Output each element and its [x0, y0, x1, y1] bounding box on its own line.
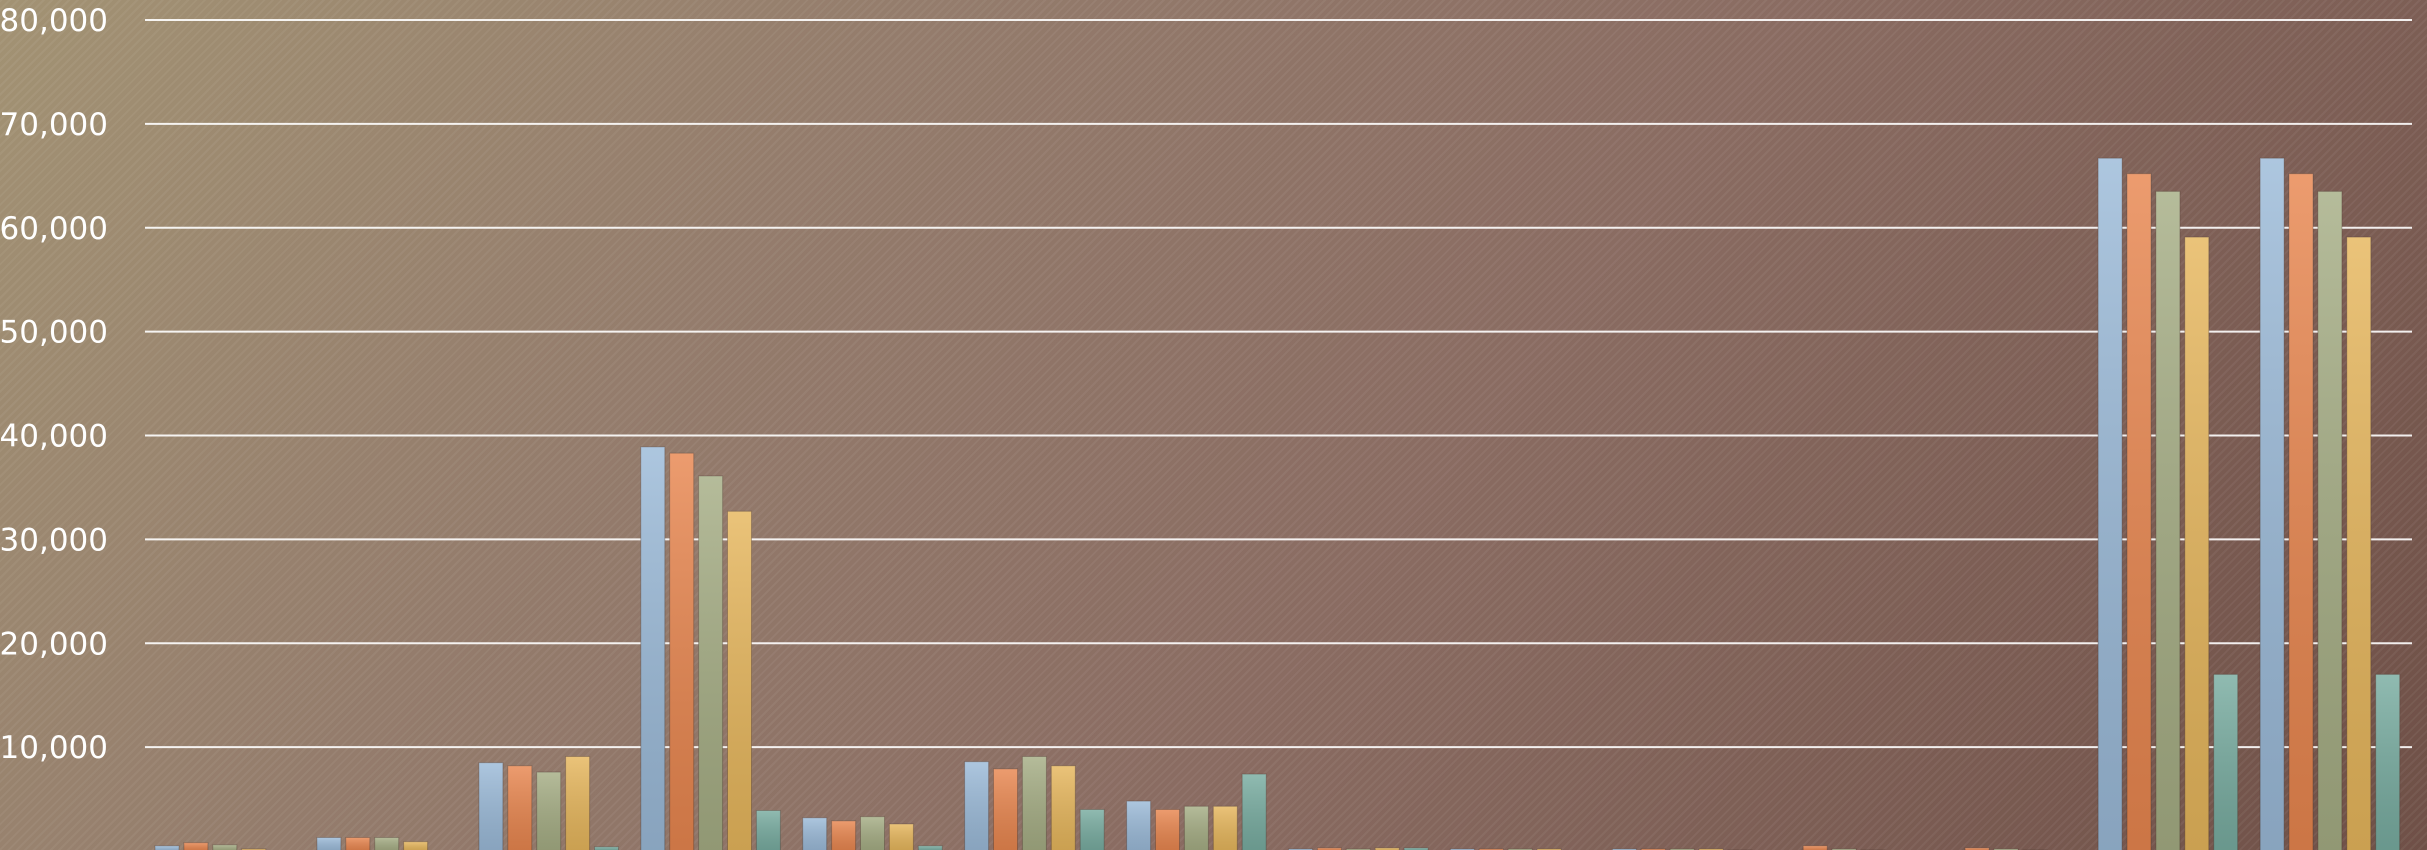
- bar-shading: [2213, 674, 2238, 850]
- y-axis-tick-labels: 10,000 20,000 30,000 40,000 50,000 60,000 70,0…: [0, 3, 108, 766]
- bar-shading: [889, 824, 914, 850]
- bar-shading: [1022, 756, 1047, 850]
- bar-shading: [918, 845, 943, 850]
- y-tick-label: 40,000: [0, 419, 108, 455]
- bar-shading: [594, 846, 619, 850]
- bar-shading: [478, 762, 503, 850]
- bar-shading: [1537, 848, 1562, 850]
- y-tick-label: 70,000: [0, 107, 108, 143]
- bar-shading: [1479, 848, 1504, 850]
- bar-shading: [2184, 237, 2209, 850]
- bar-shading: [2346, 237, 2371, 850]
- bar-shading: [1080, 809, 1105, 850]
- bar-shading: [316, 837, 341, 850]
- bar-shading: [212, 844, 237, 850]
- gridlines: [145, 19, 2412, 749]
- bar-shading: [536, 772, 561, 850]
- y-tick-label: 30,000: [0, 522, 108, 558]
- bar-shading: [1670, 848, 1695, 850]
- bar-shading: [698, 476, 723, 850]
- y-tick-label: 50,000: [0, 315, 108, 351]
- bar-shading: [345, 837, 370, 850]
- bar-shading: [1288, 848, 1313, 850]
- bar-shading: [1126, 801, 1151, 850]
- bar-shading: [802, 817, 827, 850]
- bar-shading: [507, 765, 532, 850]
- bar-shading: [993, 768, 1018, 850]
- bar-shading: [1155, 809, 1180, 850]
- bar-shading: [1612, 848, 1637, 850]
- bar-shading: [183, 842, 208, 850]
- y-tick-label: 10,000: [0, 730, 108, 766]
- bar-shading: [1317, 847, 1342, 850]
- y-tick-label: 60,000: [0, 211, 108, 247]
- bar-shading: [1803, 845, 1828, 850]
- bar-shading: [1375, 847, 1400, 850]
- bar-shading: [403, 841, 428, 850]
- y-tick-label: 20,000: [0, 626, 108, 662]
- bar-shading: [831, 820, 856, 850]
- bar-shading: [1242, 774, 1267, 850]
- bar-shading: [2289, 173, 2313, 850]
- y-tick-label: 80,000: [0, 3, 108, 39]
- bar-shading: [1404, 847, 1429, 850]
- bar-shading: [1184, 806, 1209, 850]
- bar-shading: [565, 756, 590, 850]
- bar-shading: [241, 848, 266, 850]
- bar-shading: [1508, 848, 1533, 850]
- bar-shading: [155, 845, 179, 850]
- bar-shading: [1994, 848, 2018, 850]
- bar-shading: [1832, 848, 1857, 850]
- bar-shading: [1699, 848, 1724, 850]
- bar-shading: [1346, 848, 1371, 850]
- bars: [154, 157, 2401, 850]
- bar-shading: [1641, 848, 1666, 850]
- bar-shading: [1213, 806, 1238, 850]
- bar-shading: [1051, 765, 1076, 850]
- bar-shading: [860, 816, 885, 850]
- bar-shading: [2317, 191, 2342, 850]
- bar-shading: [756, 810, 781, 850]
- bar-shading: [669, 453, 694, 850]
- bar-shading: [727, 511, 752, 850]
- bar-shading: [2260, 158, 2285, 850]
- bar-shading: [1965, 847, 1990, 850]
- bar-shading: [640, 446, 665, 850]
- bar-shading: [1450, 848, 1475, 850]
- bar-shading: [374, 837, 399, 850]
- bar-shading: [2375, 674, 2400, 850]
- bar-shading: [2127, 173, 2151, 850]
- bar-shading: [964, 761, 989, 850]
- bar-shading: [2155, 191, 2180, 850]
- bar-shading: [2098, 158, 2123, 850]
